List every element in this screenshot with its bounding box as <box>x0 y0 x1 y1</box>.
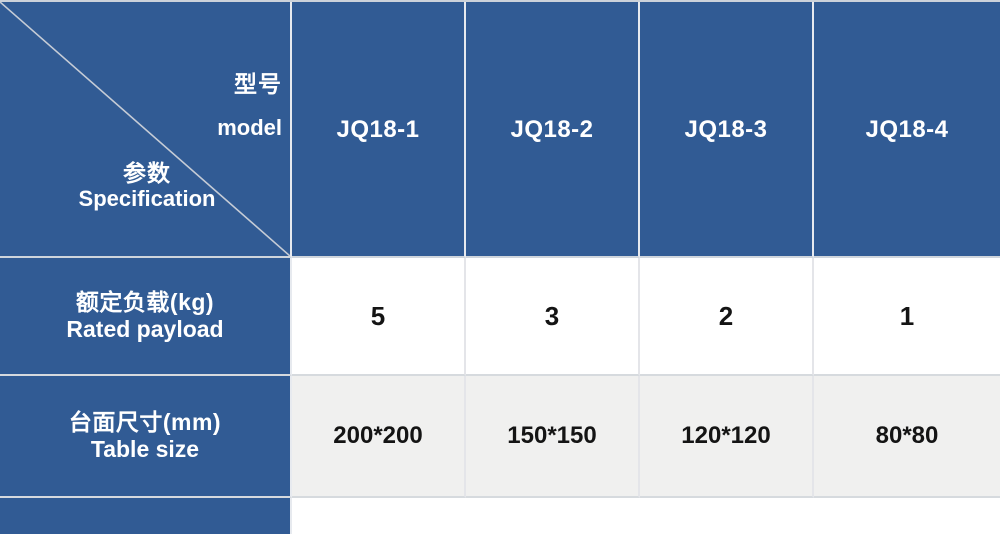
corner-bottom-label-cn: 参数 <box>123 160 171 186</box>
corner-top-label: 型号 model <box>217 73 282 139</box>
diagonal-line <box>0 2 290 256</box>
partial-row-cells <box>292 498 1000 534</box>
row-label-partial <box>0 498 292 534</box>
column-header-jq18-2: JQ18-2 <box>466 2 640 258</box>
value-cell: 80*80 <box>814 376 1000 498</box>
row-label-table-size: 台面尺寸(mm) Table size <box>0 376 292 498</box>
corner-bottom-label: 参数 Specification <box>53 162 241 210</box>
corner-top-label-cn: 型号 <box>234 71 282 97</box>
value-cell: 200*200 <box>292 376 466 498</box>
row-label-rated-payload-cn: 额定负载(kg) <box>75 288 215 315</box>
row-label-rated-payload-en: Rated payload <box>66 316 224 342</box>
column-header-jq18-1: JQ18-1 <box>292 2 466 258</box>
value-cell: 2 <box>640 258 814 376</box>
value-cell: 3 <box>466 258 640 376</box>
corner-bottom-label-en: Specification <box>78 186 216 211</box>
column-header-jq18-4: JQ18-4 <box>814 2 1000 258</box>
corner-top-label-en: model <box>217 115 282 140</box>
row-label-table-size-cn: 台面尺寸(mm) <box>68 408 222 435</box>
value-cell: 1 <box>814 258 1000 376</box>
value-cell: 150*150 <box>466 376 640 498</box>
row-label-rated-payload: 额定负载(kg) Rated payload <box>0 258 292 376</box>
value-cell: 120*120 <box>640 376 814 498</box>
value-cell: 5 <box>292 258 466 376</box>
row-label-table-size-en: Table size <box>90 436 200 462</box>
corner-cell: 型号 model 参数 Specification <box>0 2 292 258</box>
column-header-jq18-3: JQ18-3 <box>640 2 814 258</box>
